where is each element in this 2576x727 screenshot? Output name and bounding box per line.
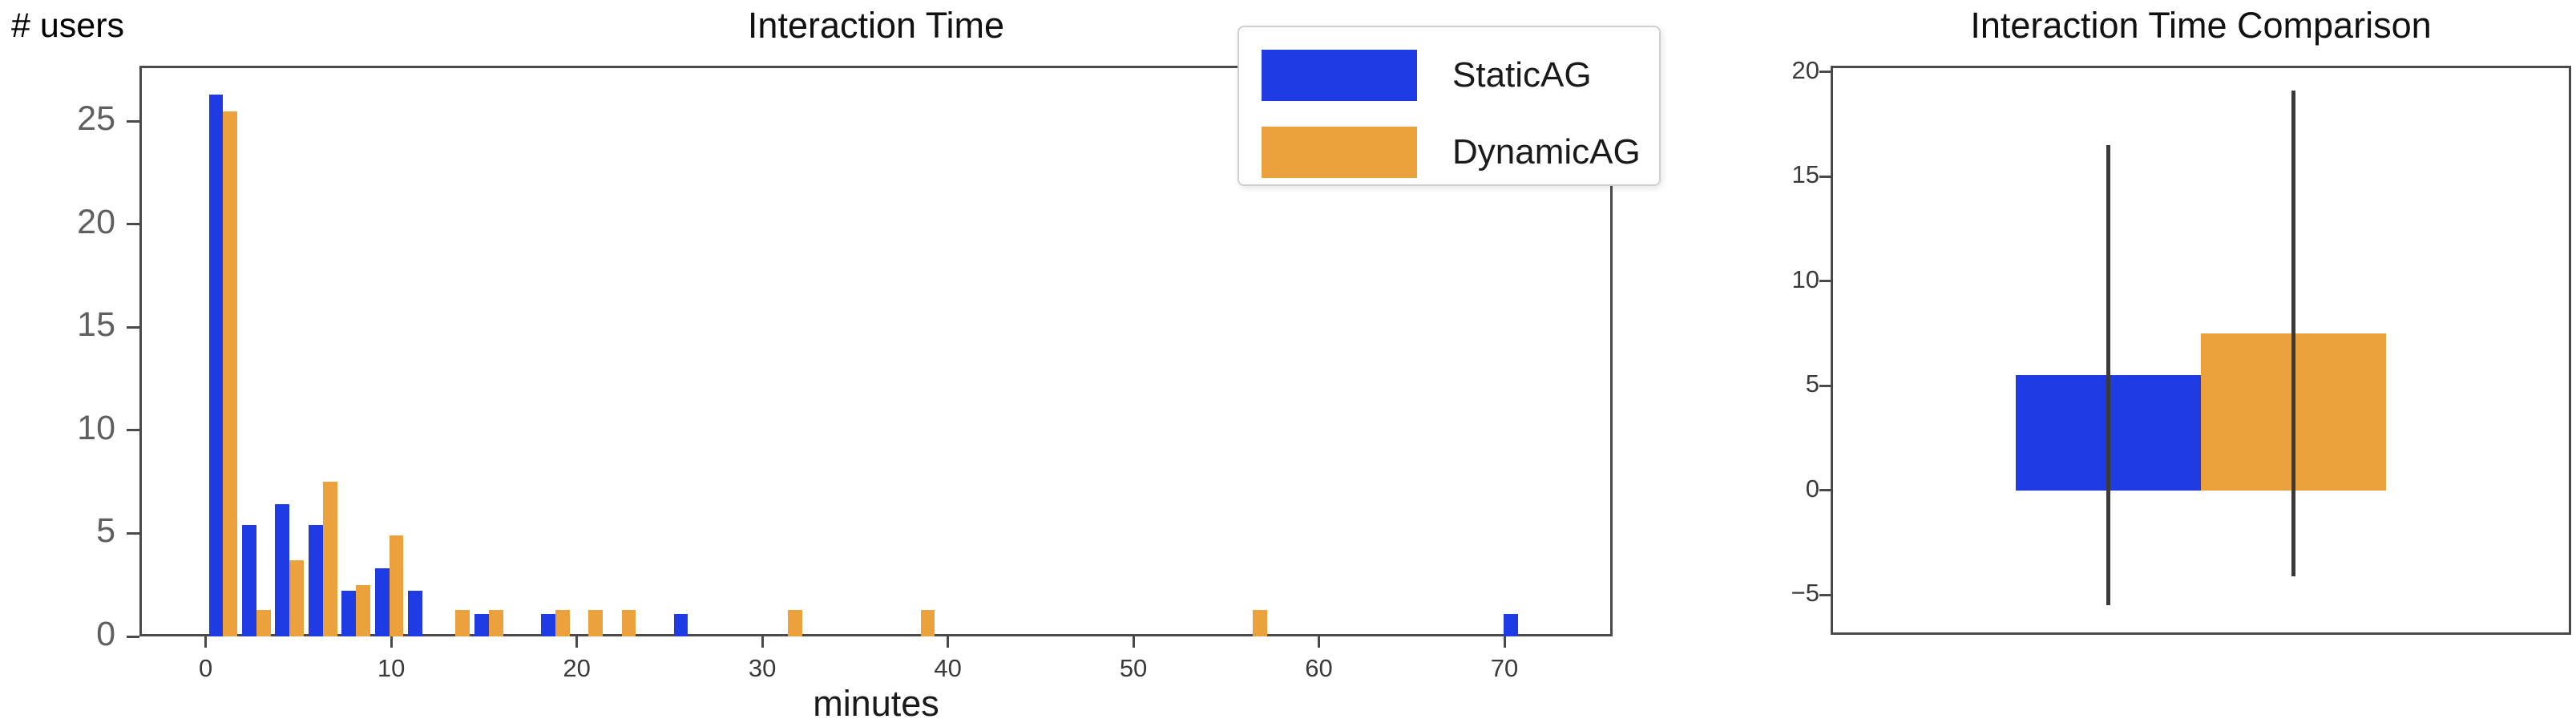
x-tick-mark <box>1503 636 1506 648</box>
x-tick-mark <box>1318 636 1321 648</box>
hist-bar-staticag <box>242 525 256 636</box>
y-tick-mark <box>1819 593 1831 596</box>
hist-bar-dynamicag <box>356 584 370 636</box>
y-tick-mark <box>127 325 139 329</box>
y-tick-label: 15 <box>77 305 115 345</box>
hist-bar-dynamicag <box>223 111 238 636</box>
x-tick-mark <box>761 636 764 648</box>
x-tick-mark <box>575 636 579 648</box>
x-tick-mark <box>1132 636 1135 648</box>
histogram-x-axis-label: minutes <box>813 683 939 724</box>
hist-bar-dynamicag <box>256 609 271 636</box>
x-tick-label: 0 <box>199 654 213 682</box>
x-tick-label: 30 <box>748 654 777 682</box>
y-tick-mark <box>1819 71 1831 74</box>
hist-bar-dynamicag <box>920 609 935 636</box>
y-tick-label: 20 <box>1791 55 1819 84</box>
y-tick-mark <box>127 429 139 432</box>
y-tick-label: 5 <box>1805 370 1819 398</box>
y-tick-mark <box>1819 489 1831 492</box>
x-tick-label: 10 <box>377 654 406 682</box>
y-tick-label: 0 <box>1805 474 1819 503</box>
hist-bar-dynamicag <box>322 482 337 636</box>
y-tick-mark <box>1819 384 1831 387</box>
hist-bar-staticag <box>474 613 489 636</box>
error-bar-dynamicag <box>2291 91 2295 576</box>
y-tick-label: 20 <box>77 202 115 241</box>
legend-item-staticag: StaticAG <box>1262 50 1659 101</box>
hist-bar-staticag <box>1504 613 1519 636</box>
hist-bar-dynamicag <box>1252 609 1267 636</box>
y-tick-label: −5 <box>1791 579 1819 608</box>
error-bar-staticag <box>2106 145 2110 606</box>
y-tick-mark <box>127 531 139 535</box>
y-tick-mark <box>127 223 139 226</box>
hist-bar-staticag <box>673 613 688 636</box>
x-tick-mark <box>947 636 950 648</box>
hist-bar-staticag <box>540 613 555 636</box>
y-tick-mark <box>127 119 139 123</box>
hist-bar-staticag <box>341 591 357 636</box>
y-tick-label: 5 <box>96 511 115 551</box>
comparison-title: Interaction Time Comparison <box>1970 5 2432 46</box>
x-tick-label: 60 <box>1305 654 1333 682</box>
hist-bar-staticag <box>408 591 422 636</box>
staticag-swatch <box>1262 50 1417 101</box>
x-tick-mark <box>204 636 208 648</box>
hist-bar-dynamicag <box>555 609 570 636</box>
hist-bar-staticag <box>308 525 323 636</box>
hist-bar-dynamicag <box>289 559 305 636</box>
x-tick-label: 50 <box>1119 654 1148 682</box>
histogram-title: Interaction Time <box>747 5 1005 46</box>
hist-bar-staticag <box>208 94 224 636</box>
y-tick-label: 10 <box>1791 265 1819 293</box>
x-tick-mark <box>390 636 393 648</box>
x-tick-label: 70 <box>1490 654 1519 682</box>
hist-bar-dynamicag <box>621 609 636 636</box>
hist-bar-dynamicag <box>488 609 503 636</box>
dynamicag-swatch <box>1262 127 1417 178</box>
dynamicag-legend-label: DynamicAG <box>1452 132 1641 172</box>
hist-bar-dynamicag <box>787 609 802 636</box>
x-tick-label: 20 <box>563 654 591 682</box>
y-tick-mark <box>1819 280 1831 283</box>
hist-bar-dynamicag <box>588 609 603 636</box>
legend-item-dynamicag: DynamicAG <box>1262 127 1659 178</box>
histogram-y-axis-label: # users <box>11 6 125 45</box>
y-tick-label: 15 <box>1791 160 1819 189</box>
staticag-legend-label: StaticAG <box>1452 55 1592 95</box>
y-tick-mark <box>1819 175 1831 178</box>
legend: StaticAG DynamicAG <box>1238 26 1661 186</box>
hist-bar-staticag <box>374 568 390 636</box>
x-tick-label: 40 <box>934 654 962 682</box>
y-tick-label: 25 <box>77 99 115 139</box>
y-tick-mark <box>127 635 139 638</box>
y-tick-label: 0 <box>96 615 115 653</box>
hist-bar-dynamicag <box>389 535 404 636</box>
y-tick-label: 10 <box>77 408 115 447</box>
hist-bar-staticag <box>275 504 290 636</box>
hist-bar-dynamicag <box>455 609 470 636</box>
